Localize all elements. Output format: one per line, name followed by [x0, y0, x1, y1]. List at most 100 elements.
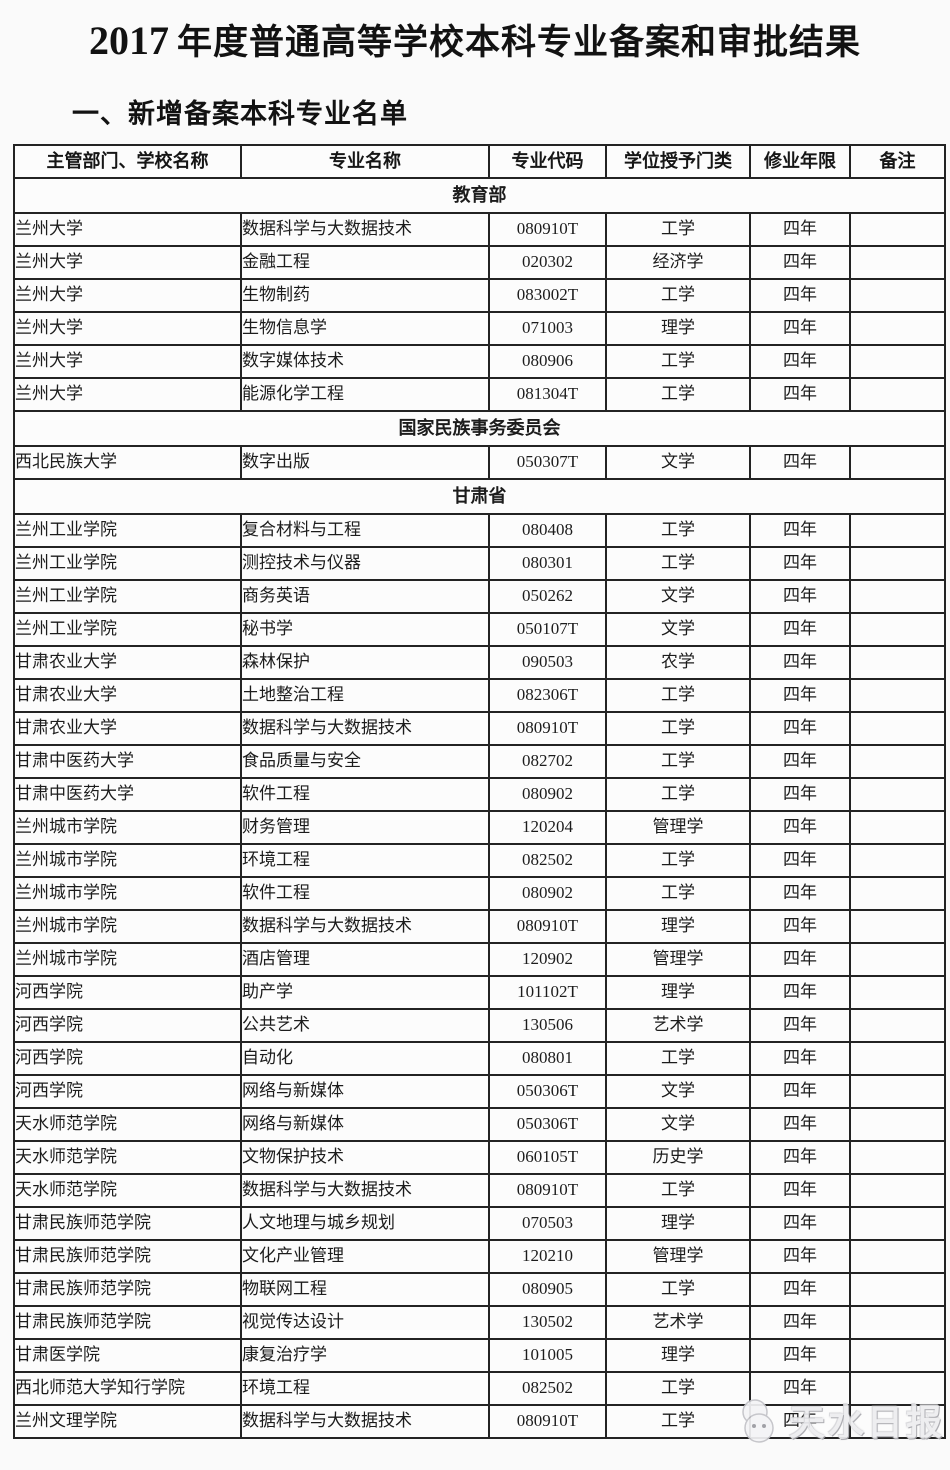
cell-code: 080910T [488, 212, 607, 247]
table-row: 西北师范大学知行学院 环境工程 082502 工学 四年 [13, 1371, 946, 1406]
cell-note [849, 445, 946, 480]
cell-school: 甘肃民族师范学院 [13, 1239, 242, 1274]
cell-years: 四年 [749, 876, 851, 911]
cell-code: 120902 [488, 942, 607, 977]
cell-degree: 工学 [605, 546, 751, 581]
cell-note [849, 1206, 946, 1241]
cell-note [849, 678, 946, 713]
cell-major: 环境工程 [240, 1371, 490, 1406]
group-label: 教育部 [13, 177, 946, 214]
cell-degree: 理学 [605, 909, 751, 944]
cell-school: 甘肃农业大学 [13, 678, 242, 713]
cell-school: 兰州城市学院 [13, 942, 242, 977]
cell-school: 兰州大学 [13, 344, 242, 379]
cell-years: 四年 [749, 810, 851, 845]
cell-note [849, 311, 946, 346]
cell-degree: 管理学 [605, 942, 751, 977]
cell-school: 兰州大学 [13, 245, 242, 280]
cell-major: 财务管理 [240, 810, 490, 845]
cell-school: 河西学院 [13, 975, 242, 1010]
cell-code: 082502 [488, 843, 607, 878]
cell-school: 兰州工业学院 [13, 579, 242, 614]
cell-major: 环境工程 [240, 843, 490, 878]
cell-code: 120210 [488, 1239, 607, 1274]
cell-degree: 工学 [605, 1041, 751, 1076]
cell-years: 四年 [749, 212, 851, 247]
table-row: 兰州大学 金融工程 020302 经济学 四年 [13, 245, 946, 280]
cell-note [849, 942, 946, 977]
cell-note [849, 579, 946, 614]
cell-note [849, 1338, 946, 1373]
cell-major: 秘书学 [240, 612, 490, 647]
cell-degree: 农学 [605, 645, 751, 680]
cell-code: 081304T [488, 377, 607, 412]
table-row: 甘肃农业大学 土地整治工程 082306T 工学 四年 [13, 678, 946, 713]
cell-code: 090503 [488, 645, 607, 680]
cell-years: 四年 [749, 513, 851, 548]
cell-code: 080801 [488, 1041, 607, 1076]
cell-code: 080301 [488, 546, 607, 581]
cell-degree: 经济学 [605, 245, 751, 280]
table-row: 河西学院 网络与新媒体 050306T 文学 四年 [13, 1074, 946, 1109]
page-title-year: 2017 [88, 18, 169, 63]
cell-degree: 工学 [605, 212, 751, 247]
column-header: 专业代码 [488, 144, 607, 179]
cell-major: 金融工程 [240, 245, 490, 280]
table-row: 兰州大学 能源化学工程 081304T 工学 四年 [13, 377, 946, 412]
cell-code: 082502 [488, 1371, 607, 1406]
table-row: 兰州城市学院 环境工程 082502 工学 四年 [13, 843, 946, 878]
cell-code: 060105T [488, 1140, 607, 1175]
cell-degree: 工学 [605, 1371, 751, 1406]
cell-years: 四年 [749, 1338, 851, 1373]
cell-major: 视觉传达设计 [240, 1305, 490, 1340]
group-row: 国家民族事务委员会 [13, 410, 946, 447]
cell-years: 四年 [749, 344, 851, 379]
column-header: 修业年限 [749, 144, 851, 179]
table-row: 兰州工业学院 商务英语 050262 文学 四年 [13, 579, 946, 614]
cell-years: 四年 [749, 942, 851, 977]
table-row: 甘肃民族师范学院 文化产业管理 120210 管理学 四年 [13, 1239, 946, 1274]
cell-major: 人文地理与城乡规划 [240, 1206, 490, 1241]
cell-major: 数字出版 [240, 445, 490, 480]
cell-code: 080408 [488, 513, 607, 548]
cell-school: 甘肃中医药大学 [13, 744, 242, 779]
cell-major: 文物保护技术 [240, 1140, 490, 1175]
table-row: 甘肃中医药大学 食品质量与安全 082702 工学 四年 [13, 744, 946, 779]
cell-major: 数据科学与大数据技术 [240, 1173, 490, 1208]
table-row: 天水师范学院 数据科学与大数据技术 080910T 工学 四年 [13, 1173, 946, 1208]
cell-degree: 工学 [605, 278, 751, 313]
table-row: 兰州大学 数字媒体技术 080906 工学 四年 [13, 344, 946, 379]
table-row: 河西学院 自动化 080801 工学 四年 [13, 1041, 946, 1076]
section-heading: 一、新增备案本科专业名单 [72, 99, 408, 129]
table-row: 兰州城市学院 财务管理 120204 管理学 四年 [13, 810, 946, 845]
cell-school: 西北民族大学 [13, 445, 242, 480]
cell-years: 四年 [749, 278, 851, 313]
cell-note [849, 1404, 946, 1439]
table-row: 河西学院 公共艺术 130506 艺术学 四年 [13, 1008, 946, 1043]
cell-major: 康复治疗学 [240, 1338, 490, 1373]
cell-school: 兰州城市学院 [13, 810, 242, 845]
cell-years: 四年 [749, 744, 851, 779]
cell-code: 050262 [488, 579, 607, 614]
cell-note [849, 843, 946, 878]
cell-code: 082306T [488, 678, 607, 713]
cell-major: 数据科学与大数据技术 [240, 1404, 490, 1439]
cell-school: 兰州城市学院 [13, 909, 242, 944]
table-row: 西北民族大学 数字出版 050307T 文学 四年 [13, 445, 946, 480]
cell-years: 四年 [749, 843, 851, 878]
cell-degree: 工学 [605, 1272, 751, 1307]
cell-note [849, 744, 946, 779]
cell-school: 甘肃民族师范学院 [13, 1206, 242, 1241]
cell-school: 甘肃民族师范学院 [13, 1272, 242, 1307]
group-label: 甘肃省 [13, 478, 946, 515]
cell-major: 数据科学与大数据技术 [240, 711, 490, 746]
cell-code: 083002T [488, 278, 607, 313]
cell-code: 050306T [488, 1107, 607, 1142]
cell-school: 甘肃农业大学 [13, 711, 242, 746]
cell-school: 兰州城市学院 [13, 843, 242, 878]
cell-note [849, 909, 946, 944]
cell-major: 数据科学与大数据技术 [240, 909, 490, 944]
cell-code: 050307T [488, 445, 607, 480]
cell-degree: 理学 [605, 975, 751, 1010]
cell-years: 四年 [749, 678, 851, 713]
